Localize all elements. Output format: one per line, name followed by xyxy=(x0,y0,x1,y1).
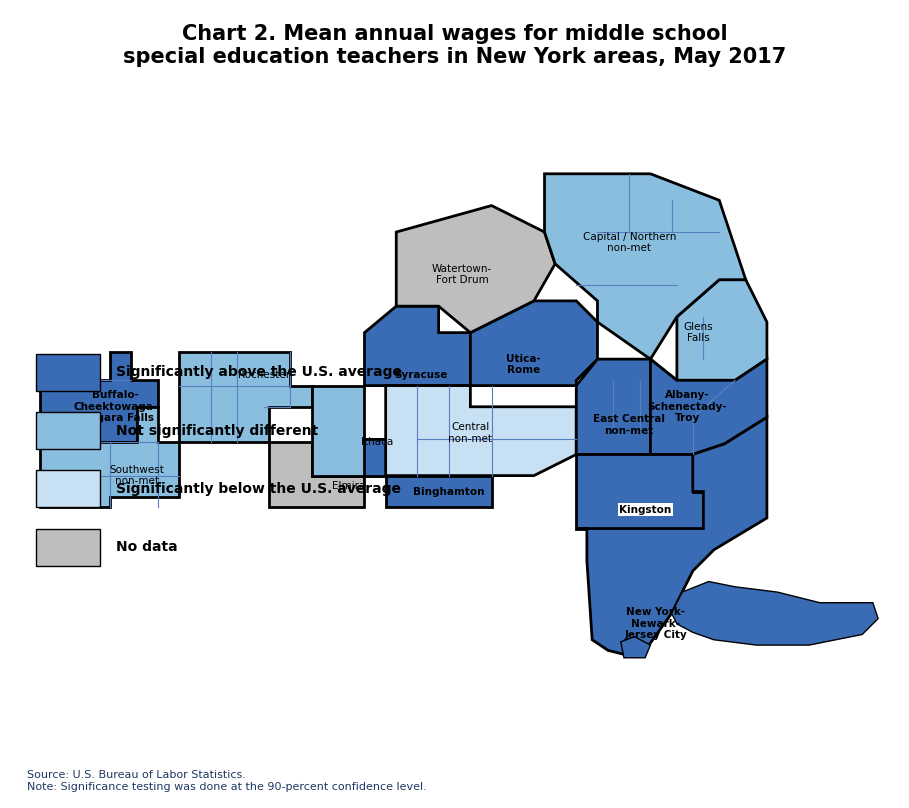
Polygon shape xyxy=(385,385,576,476)
Text: Buffalo-
Cheektowaga-
Niagara Falls: Buffalo- Cheektowaga- Niagara Falls xyxy=(74,390,157,423)
Polygon shape xyxy=(179,351,312,442)
Polygon shape xyxy=(36,470,100,507)
Text: Source: U.S. Bureau of Labor Statistics.
Note: Significance testing was done at : Source: U.S. Bureau of Labor Statistics.… xyxy=(27,770,427,792)
Polygon shape xyxy=(672,582,878,645)
Text: New York-
Newark-
Jersey City: New York- Newark- Jersey City xyxy=(624,608,687,641)
Polygon shape xyxy=(396,205,555,333)
Text: Central
non-met: Central non-met xyxy=(448,423,493,444)
Polygon shape xyxy=(365,306,470,385)
Text: Significantly below the U.S. average: Significantly below the U.S. average xyxy=(115,482,401,496)
Polygon shape xyxy=(36,528,100,566)
Polygon shape xyxy=(621,637,651,658)
Polygon shape xyxy=(544,174,745,359)
Polygon shape xyxy=(40,351,158,442)
Text: No data: No data xyxy=(115,540,177,554)
Polygon shape xyxy=(40,406,179,507)
Polygon shape xyxy=(36,354,100,391)
Polygon shape xyxy=(470,301,597,385)
Polygon shape xyxy=(677,280,767,381)
Polygon shape xyxy=(576,454,704,528)
Text: East Central
non-met: East Central non-met xyxy=(594,414,665,436)
Polygon shape xyxy=(576,418,767,655)
Text: Watertown-
Fort Drum: Watertown- Fort Drum xyxy=(432,263,492,285)
Polygon shape xyxy=(269,442,365,507)
Text: Capital / Northern
non-met: Capital / Northern non-met xyxy=(583,232,676,254)
Text: Rochester: Rochester xyxy=(238,370,290,380)
Text: Kingston: Kingston xyxy=(619,504,671,515)
Text: Significantly above the U.S. average: Significantly above the U.S. average xyxy=(115,365,402,380)
Text: Chart 2. Mean annual wages for middle school
special education teachers in New Y: Chart 2. Mean annual wages for middle sc… xyxy=(123,24,786,67)
Text: Binghamton: Binghamton xyxy=(414,486,485,496)
Polygon shape xyxy=(651,359,767,454)
Polygon shape xyxy=(312,385,385,476)
Polygon shape xyxy=(576,359,677,454)
Text: Southwest
non-met: Southwest non-met xyxy=(109,465,165,486)
Text: Kingston: Kingston xyxy=(619,504,671,515)
Text: Glens
Falls: Glens Falls xyxy=(684,322,713,343)
Text: Albany-
Schenectady-
Troy: Albany- Schenectady- Troy xyxy=(648,390,727,423)
Polygon shape xyxy=(365,439,492,507)
Text: Utica-
Rome: Utica- Rome xyxy=(506,354,541,375)
Text: Ithaca: Ithaca xyxy=(361,437,394,447)
Text: Elmira: Elmira xyxy=(332,482,365,491)
Text: Not significantly different: Not significantly different xyxy=(115,423,318,438)
Polygon shape xyxy=(36,412,100,449)
Text: Syracuse: Syracuse xyxy=(394,370,447,380)
